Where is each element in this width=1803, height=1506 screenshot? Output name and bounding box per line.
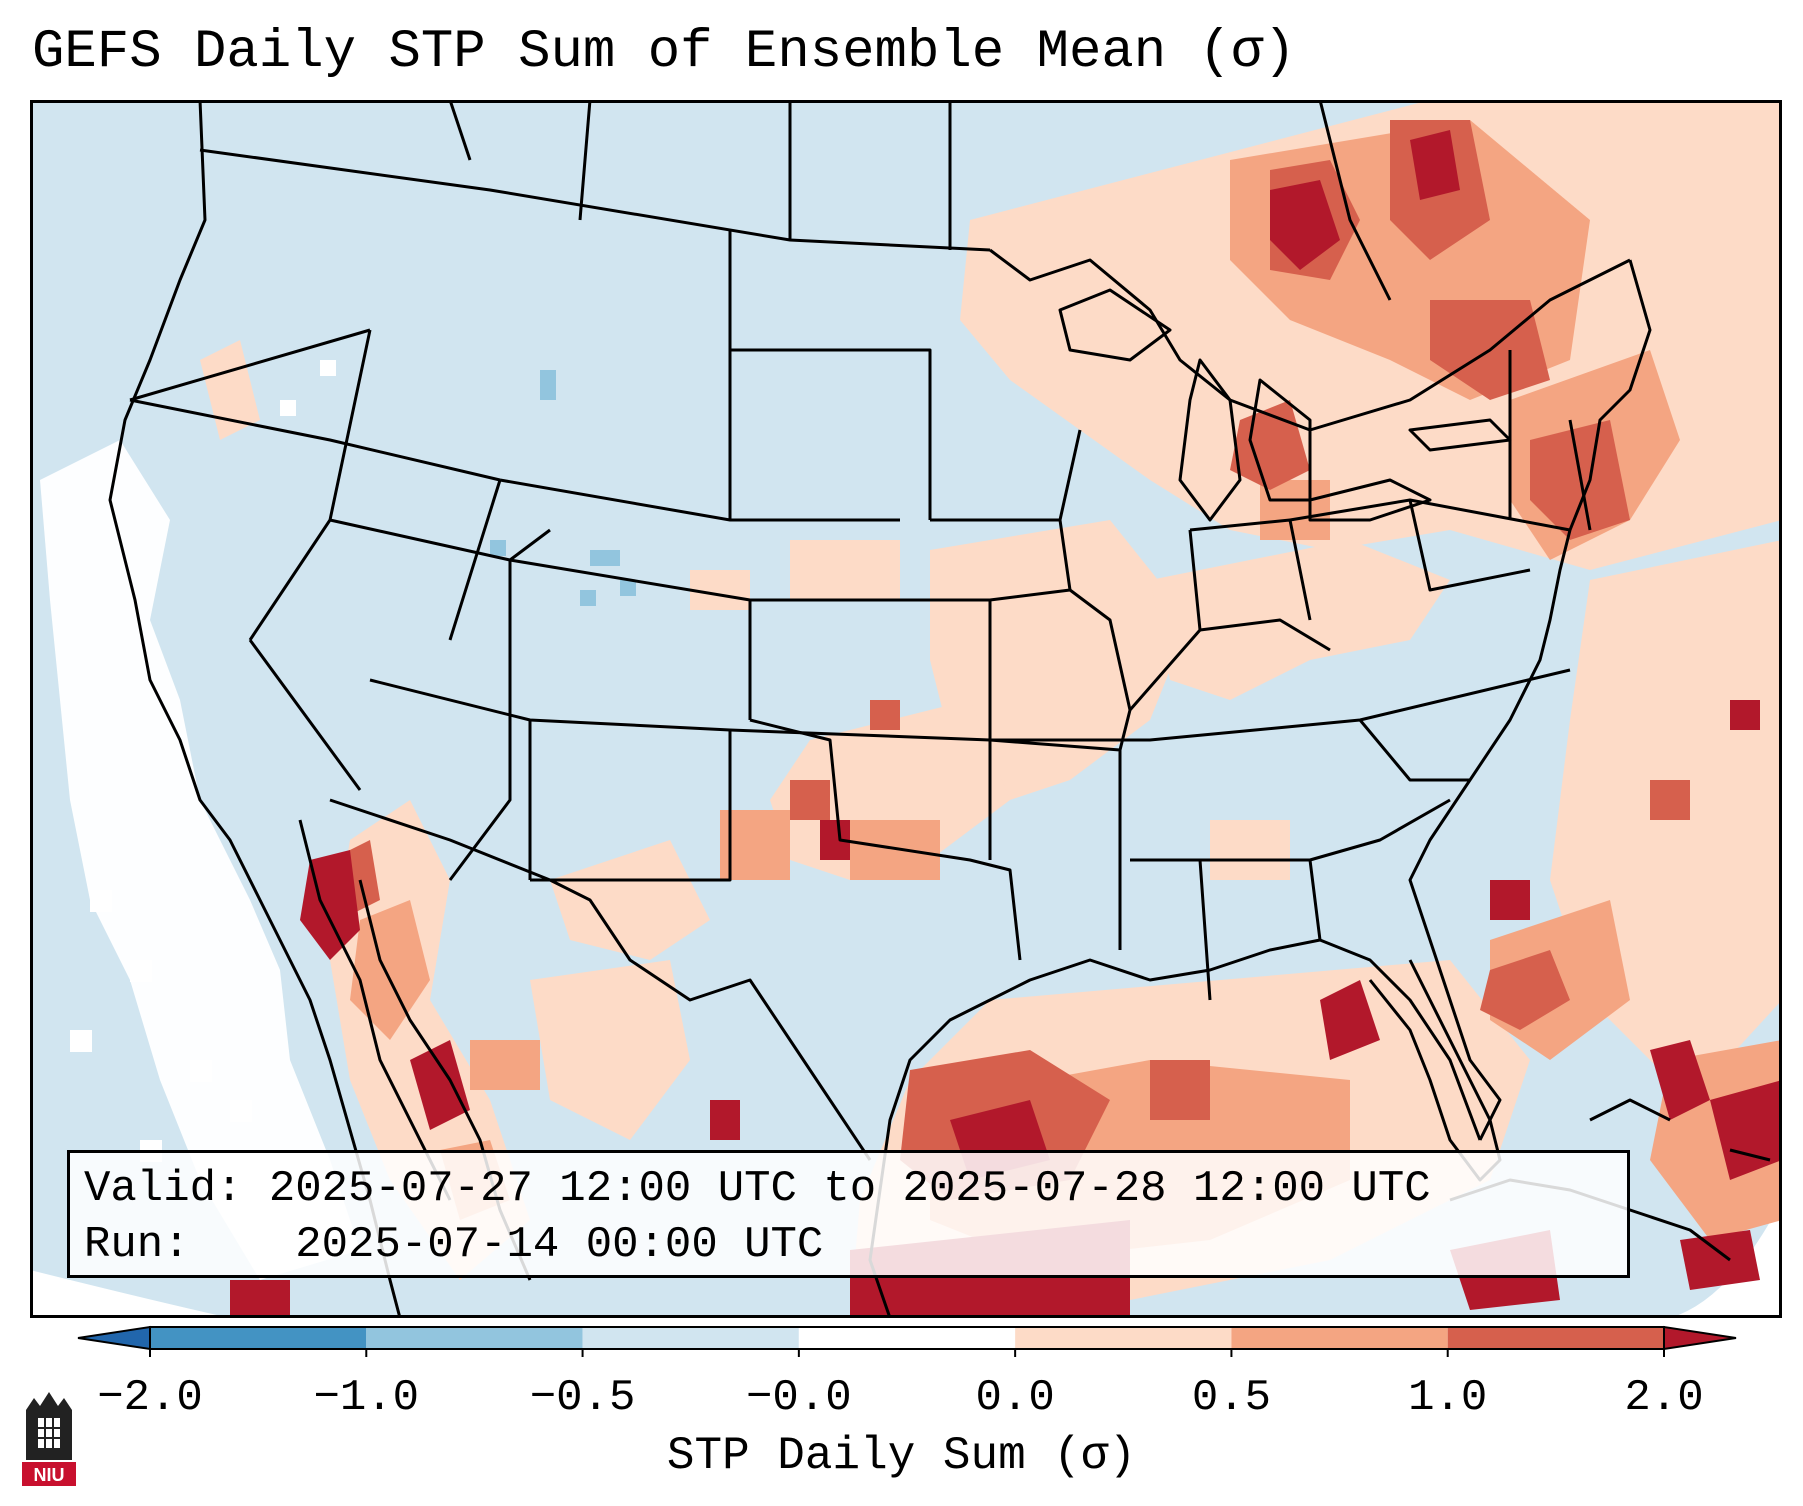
domain-edge-southwest <box>30 1270 230 1318</box>
run-value: 2025-07-14 00:00 UTC <box>295 1220 824 1270</box>
colorbar-tick-label: 1.0 <box>1408 1373 1487 1423</box>
valid-label: Valid: <box>84 1164 243 1214</box>
domain-edge-southeast <box>1670 1200 1782 1318</box>
colorbar: −2.0 −1.0 −0.5 −0.0 0.0 0.5 1.0 2.0 <box>77 1325 1737 1423</box>
colorbar-segment <box>1447 1327 1664 1349</box>
niu-logo: NIU <box>22 1392 76 1486</box>
colorbar-tick-label: −0.0 <box>746 1373 852 1423</box>
colorbar-tick-label: 2.0 <box>1624 1373 1703 1423</box>
colorbar-segment <box>150 1327 367 1349</box>
colorbar-title: STP Daily Sum (σ) <box>666 1430 1137 1482</box>
colorbar-segment <box>1015 1327 1232 1349</box>
valid-run-infobox: Valid: 2025-07-27 12:00 UTC to 2025-07-2… <box>67 1150 1630 1278</box>
colorbar-tick-label: 0.5 <box>1192 1373 1271 1423</box>
colorbar-tick-label: −0.5 <box>530 1373 636 1423</box>
logo-window-bars <box>38 1418 60 1448</box>
run-label: Run: <box>84 1220 190 1270</box>
colorbar-tick-label: −2.0 <box>97 1373 203 1423</box>
colorbar-segment <box>582 1327 799 1349</box>
logo-banner <box>22 1462 76 1486</box>
colorbar-frame <box>149 1326 1665 1350</box>
colorbar-tick-label: −1.0 <box>313 1373 419 1423</box>
colorbar-tick-label: 0.0 <box>976 1373 1055 1423</box>
colorbar-under-extension <box>77 1325 151 1351</box>
map-title: GEFS Daily STP Sum of Ensemble Mean (σ) <box>32 22 1296 83</box>
colorbar-segment <box>366 1327 583 1349</box>
colorbar-segment <box>798 1327 1016 1349</box>
valid-value: 2025-07-27 12:00 UTC to 2025-07-28 12:00… <box>268 1164 1431 1214</box>
colorbar-segment <box>1231 1327 1448 1349</box>
logo-text: NIU <box>34 1465 65 1485</box>
colorbar-over-extension <box>1663 1325 1737 1351</box>
anomaly-map <box>30 100 1782 1318</box>
anomaly-patches-negative <box>490 370 636 606</box>
map-frame <box>30 100 1782 1318</box>
logo-window <box>38 1418 60 1448</box>
